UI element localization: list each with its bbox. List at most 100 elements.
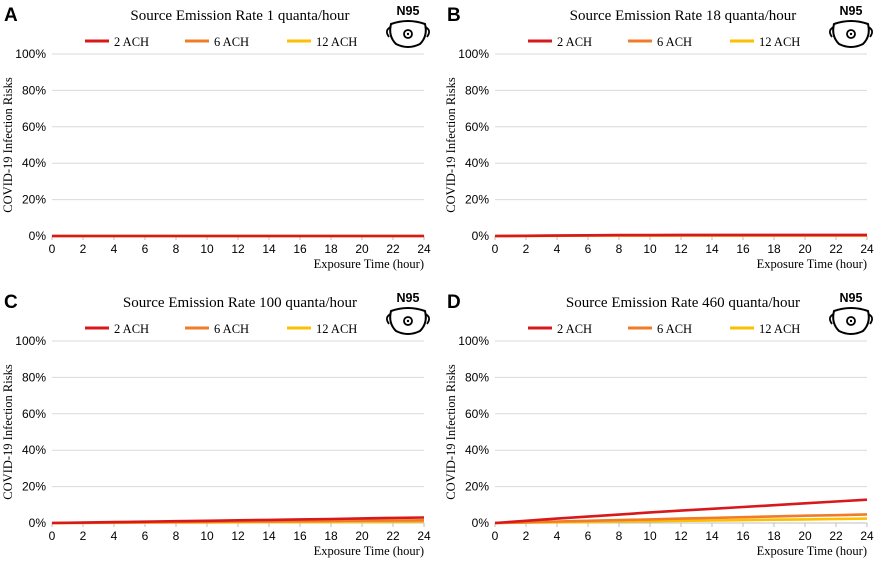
chart-svg: A Source Emission Rate 1 quanta/hour 2 ACH… (1, 4, 431, 271)
x-tick-label: 22 (386, 242, 400, 256)
chart-panel-b: B Source Emission Rate 18 quanta/hour 2 AC… (443, 0, 886, 287)
x-tick-label: 20 (355, 242, 369, 256)
chart-svg: B Source Emission Rate 18 quanta/hour 2 AC… (444, 4, 874, 271)
x-tick-label: 14 (705, 242, 719, 256)
x-tick-label: 22 (386, 529, 400, 543)
mask-valve (846, 29, 856, 39)
y-tick-label: 20% (22, 193, 46, 207)
y-axis-label: COVID-19 Infection Risks (1, 364, 15, 500)
y-tick-label: 100% (15, 334, 46, 348)
x-tick-label: 6 (585, 242, 592, 256)
mask-valve (403, 316, 413, 326)
x-tick-label: 24 (860, 529, 874, 543)
series-line-6-ach (494, 513, 868, 525)
mask-valve-center (406, 319, 410, 323)
mask-valve-center (406, 32, 410, 36)
legend-label: 6 ACH (657, 322, 692, 336)
mask-valve-center (849, 32, 853, 36)
legend-label: 6 ACH (214, 35, 249, 49)
series-line-2-ach (494, 498, 868, 525)
legend-label: 2 ACH (114, 322, 149, 336)
y-tick-label: 20% (22, 480, 46, 494)
y-tick-label: 20% (465, 480, 489, 494)
x-tick-label: 22 (829, 242, 843, 256)
y-tick-label: 0% (29, 229, 47, 243)
y-tick-label: 0% (472, 229, 490, 243)
y-tick-label: 0% (472, 516, 490, 530)
y-tick-label: 60% (22, 407, 46, 421)
x-tick-label: 12 (231, 242, 245, 256)
x-tick-label: 8 (173, 529, 180, 543)
legend-label: 12 ACH (316, 322, 357, 336)
y-tick-label: 80% (465, 83, 489, 97)
n95-mask-icon: N95 (386, 4, 430, 48)
legend-label: 6 ACH (214, 322, 249, 336)
y-tick-label: 80% (465, 370, 489, 384)
legend-label: 12 ACH (759, 35, 800, 49)
series-line-2-ach (494, 233, 867, 238)
badge-text: N95 (840, 4, 863, 18)
chart-svg: D Source Emission Rate 460 quanta/hour 2 A… (444, 291, 874, 558)
y-tick-label: 60% (465, 407, 489, 421)
y-tick-label: 80% (22, 370, 46, 384)
x-tick-label: 16 (736, 242, 750, 256)
n95-mask-icon: N95 (829, 291, 873, 335)
badge-text: N95 (840, 291, 863, 305)
x-tick-label: 18 (324, 242, 338, 256)
y-axis-label: COVID-19 Infection Risks (444, 77, 458, 213)
panel-label: D (447, 292, 461, 313)
x-tick-label: 12 (231, 529, 245, 543)
series-line-2-ach (51, 516, 425, 525)
x-tick-label: 4 (554, 529, 561, 543)
y-tick-label: 80% (22, 83, 46, 97)
n95-mask-icon: N95 (829, 4, 873, 48)
panel-label: C (4, 292, 18, 313)
x-tick-label: 22 (829, 529, 843, 543)
legend-label: 6 ACH (657, 35, 692, 49)
x-tick-label: 8 (173, 242, 180, 256)
x-tick-label: 6 (142, 529, 149, 543)
panel-label: A (4, 5, 18, 26)
chart-svg: C Source Emission Rate 100 quanta/hour 2 A… (1, 291, 431, 558)
chart-title: Source Emission Rate 1 quanta/hour (130, 8, 349, 24)
x-tick-label: 24 (417, 529, 431, 543)
x-axis-label: Exposure Time (hour) (314, 544, 424, 558)
n95-mask-icon: N95 (386, 291, 430, 335)
x-tick-label: 24 (860, 242, 874, 256)
x-tick-label: 16 (736, 529, 750, 543)
x-tick-label: 4 (111, 529, 118, 543)
y-axis-label: COVID-19 Infection Risks (1, 77, 15, 213)
y-tick-label: 20% (465, 193, 489, 207)
x-tick-label: 16 (293, 242, 307, 256)
x-tick-label: 6 (142, 242, 149, 256)
legend-label: 2 ACH (557, 322, 592, 336)
legend-label: 12 ACH (316, 35, 357, 49)
chart-panel-d: D Source Emission Rate 460 quanta/hour 2 A… (443, 287, 886, 574)
y-tick-label: 60% (22, 120, 46, 134)
x-tick-label: 10 (643, 529, 657, 543)
x-tick-label: 0 (492, 242, 499, 256)
legend-label: 2 ACH (557, 35, 592, 49)
x-tick-label: 4 (554, 242, 561, 256)
x-tick-label: 18 (324, 529, 338, 543)
panel-label: B (447, 5, 461, 26)
y-tick-label: 100% (458, 334, 489, 348)
x-tick-label: 8 (616, 242, 623, 256)
x-tick-label: 10 (643, 242, 657, 256)
x-tick-label: 2 (80, 529, 87, 543)
y-tick-label: 40% (465, 443, 489, 457)
chart-panel-a: A Source Emission Rate 1 quanta/hour 2 ACH… (0, 0, 443, 287)
badge-text: N95 (397, 291, 420, 305)
badge-text: N95 (397, 4, 420, 18)
x-tick-label: 14 (705, 529, 719, 543)
mask-strap (829, 26, 873, 38)
x-tick-label: 8 (616, 529, 623, 543)
x-tick-label: 20 (798, 242, 812, 256)
x-tick-label: 14 (262, 529, 276, 543)
x-tick-label: 18 (767, 529, 781, 543)
y-tick-label: 40% (22, 443, 46, 457)
y-tick-label: 60% (465, 120, 489, 134)
x-tick-label: 12 (674, 529, 688, 543)
y-axis-label: COVID-19 Infection Risks (444, 364, 458, 500)
x-tick-label: 18 (767, 242, 781, 256)
